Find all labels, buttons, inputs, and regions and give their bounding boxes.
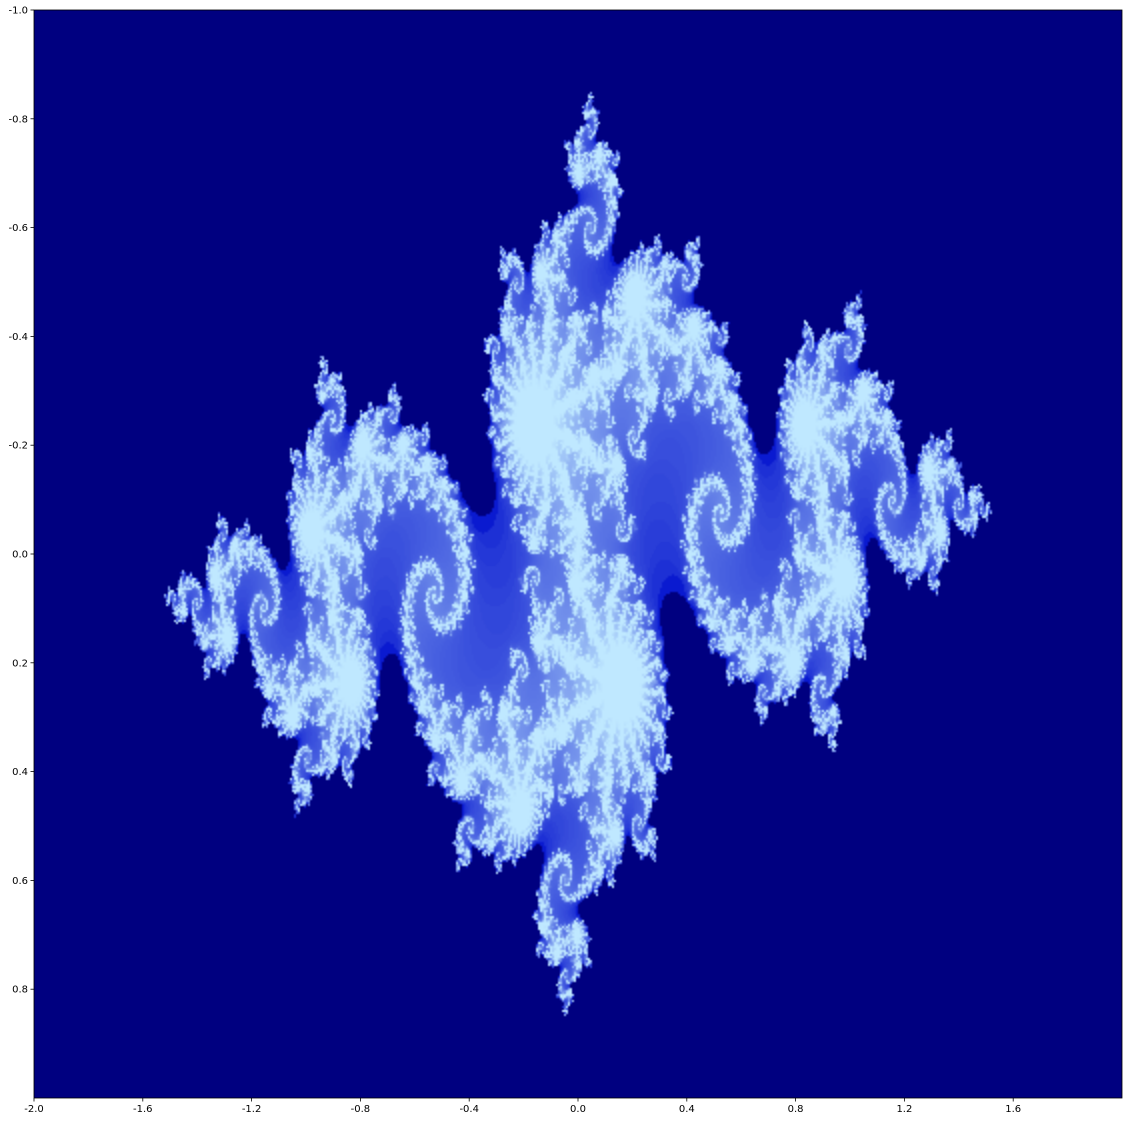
x-tick-label: -2.0 [24,1104,44,1115]
x-axis: -2.0 -1.6 -1.2 -0.8 -0.4 0.0 0.4 0.8 1.2 1.6 [24,1098,1021,1115]
julia-set-heatmap [34,10,1122,1098]
y-tick-label: 0.6 [12,876,28,887]
y-tick-label: -0.6 [8,223,28,234]
x-tick-label: -1.6 [133,1104,153,1115]
y-tick-label: 0.8 [12,985,28,996]
y-tick-label: -0.4 [8,332,28,343]
x-tick-label: -0.4 [459,1104,479,1115]
y-tick-label: 0.0 [12,550,28,561]
y-tick-label: 0.4 [12,767,28,778]
y-tick-label: -1.0 [8,6,28,17]
y-tick-label: -0.8 [8,114,28,125]
x-tick-label: 0.4 [679,1104,695,1115]
x-tick-label: -1.2 [242,1104,262,1115]
x-tick-label: 0.8 [788,1104,804,1115]
x-tick-label: 0.0 [570,1104,586,1115]
x-tick-label: 1.2 [896,1104,912,1115]
axes-frame [33,9,1123,1099]
y-axis: -1.0 -0.8 -0.6 -0.4 -0.2 0.0 0.2 0.4 0.6 0.8 [8,6,34,996]
x-tick-label: 1.6 [1005,1104,1021,1115]
y-tick-label: 0.2 [12,658,28,669]
x-tick-label: -0.8 [351,1104,371,1115]
y-tick-label: -0.2 [8,441,28,452]
